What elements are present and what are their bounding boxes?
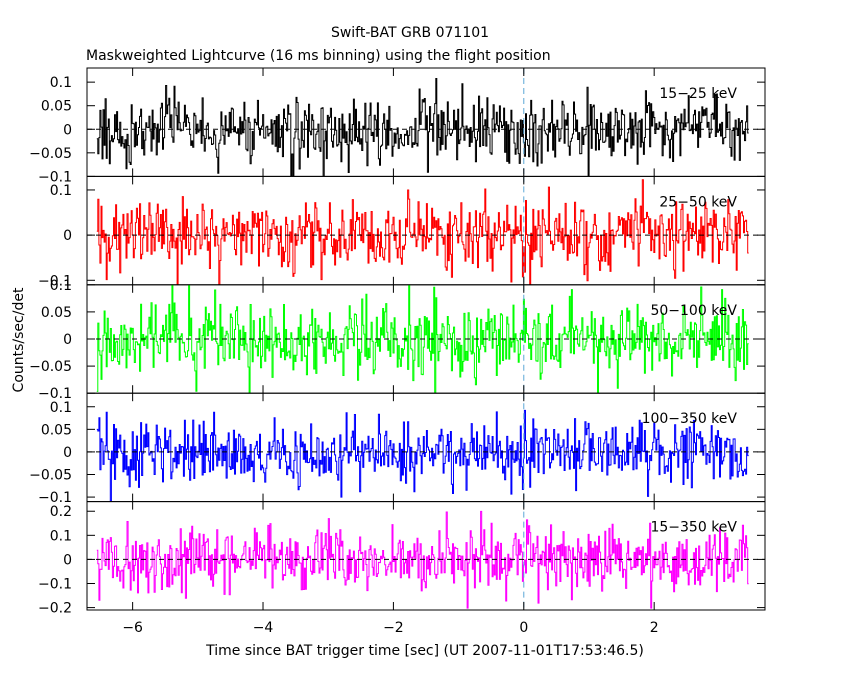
series-3-group [87, 284, 765, 394]
x-tick-label: −6 [122, 620, 143, 636]
series-1-group [87, 68, 765, 177]
y-tick-label: −0.1 [38, 490, 72, 506]
series-line-5 [96, 510, 749, 609]
y-tick-label: 0.2 [50, 504, 72, 520]
panel-1: 15−25 keV −0.1 −0.05 0 0.05 0.1 [29, 67, 766, 185]
series-line-3 [96, 284, 749, 394]
panel-4: 100−350 keV −0.1 −0.05 0 0.05 0.1 [29, 392, 766, 506]
y-tick-label: 0 [63, 228, 72, 244]
y-tick-label: 0 [63, 332, 72, 348]
y-tick-label: −0.05 [29, 359, 72, 375]
band-label-2: 25−50 keV [659, 194, 737, 210]
y-tick-label: −0.05 [29, 146, 72, 162]
y-tick-label: 0 [63, 445, 72, 461]
y-tick-label: 0 [63, 122, 72, 138]
y-axis-label: Counts/sec/det [11, 287, 27, 392]
series-line-2 [96, 179, 749, 285]
band-label-5: 15−350 keV [650, 520, 737, 536]
chart-subtitle: Maskweighted Lightcurve (16 ms binning) … [86, 48, 551, 64]
x-axis-label: Time since BAT trigger time [sec] (UT 20… [205, 643, 644, 659]
x-tick-label: −4 [253, 620, 274, 636]
panel-5: 15−350 keV −0.2 −0.1 0 0.1 0.2 [38, 501, 766, 617]
y-tick-label: 0.1 [50, 75, 72, 91]
series-5-group [87, 501, 765, 610]
y-tick-label: 0.05 [41, 99, 72, 115]
panel-2: 25−50 keV −0.1 0 0.1 [38, 175, 766, 289]
y-tick-label: 0.05 [41, 305, 72, 321]
y-tick-label: 0.1 [50, 278, 72, 294]
series-line-4 [96, 409, 749, 502]
y-tick-label: 0.1 [50, 183, 72, 199]
y-tick-label: 0.05 [41, 422, 72, 438]
series-4-group [87, 393, 765, 502]
y-tick-label: −0.1 [38, 386, 72, 402]
y-tick-label: −0.1 [38, 577, 72, 593]
band-label-3: 50−100 keV [650, 303, 737, 319]
y-tick-label: 0.1 [50, 400, 72, 416]
x-tick-label: 2 [650, 620, 659, 636]
y-tick-label: −0.1 [38, 273, 72, 289]
panel-3: 50−100 keV −0.1 −0.05 0 0.05 0.1 [29, 278, 766, 402]
band-label-1: 15−25 keV [659, 86, 737, 102]
y-tick-label: 0.1 [50, 528, 72, 544]
y-tick-label: −0.2 [38, 601, 72, 617]
series-2-group [87, 176, 765, 285]
panel-frame [86, 501, 766, 611]
chart-title: Swift-BAT GRB 071101 [331, 25, 489, 41]
y-tick-label: −0.1 [38, 169, 72, 185]
x-tick-label: 0 [519, 620, 528, 636]
y-tick-label: −0.05 [29, 468, 72, 484]
series-line-1 [96, 78, 749, 177]
x-tick-label: −2 [383, 620, 404, 636]
band-label-4: 100−350 keV [642, 411, 738, 427]
y-tick-label: 0 [63, 552, 72, 568]
